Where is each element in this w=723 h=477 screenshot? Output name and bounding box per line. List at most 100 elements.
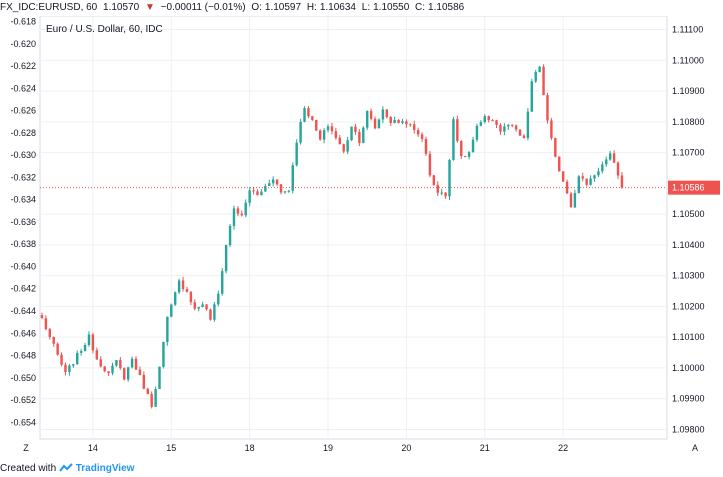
candle-body — [138, 369, 142, 375]
candle-body — [522, 135, 526, 138]
right-axis-tick-label: 1.11000 — [672, 55, 704, 65]
candle-body — [334, 131, 338, 138]
candle-body — [279, 184, 283, 193]
candlestick-chart[interactable]: 1.11100 1.11000 1.10900 1.10800 1.10700 1.105… — [0, 16, 723, 456]
candle-body — [491, 120, 494, 122]
candle-body — [397, 119, 400, 124]
candle-body — [448, 159, 451, 197]
price-change: −0.00011 (−0.01%) — [160, 2, 246, 13]
candle-body — [510, 124, 514, 126]
footer: Created with TradingView — [0, 460, 723, 477]
candle-body — [483, 116, 486, 123]
x-axis-tick-label: 14 — [88, 443, 98, 453]
candle-body — [413, 124, 416, 131]
right-axis-tick-label: 1.09800 — [672, 424, 705, 434]
candle-body — [221, 271, 224, 294]
candle-body — [558, 156, 561, 172]
candle-body — [577, 176, 581, 194]
candle-body — [119, 360, 122, 369]
candle-body — [107, 371, 110, 374]
candle-body — [56, 343, 59, 355]
candle-body — [193, 302, 197, 309]
x-axis-tick-label: 21 — [480, 443, 490, 453]
candle-body — [499, 124, 502, 132]
candle-body — [322, 130, 326, 140]
left-axis-tick-label: -0.642 — [10, 284, 36, 294]
low-value: 1.10550 — [373, 2, 410, 13]
candle-body — [201, 304, 204, 308]
chart-frame[interactable]: 1.11100 1.11000 1.10900 1.10800 1.10700 1.105… — [0, 16, 723, 456]
candle-body — [460, 140, 463, 157]
left-axis-tick-label: -0.648 — [10, 351, 36, 361]
candle-body — [514, 125, 518, 130]
last-price-label: 1.10586 — [672, 183, 705, 193]
candle-body — [76, 352, 79, 365]
x-axis-tick-label: 20 — [401, 443, 411, 453]
symbol-label: FX_IDC:EURUSD, 60 — [0, 2, 98, 13]
candle-body — [224, 245, 228, 272]
candle-body — [142, 374, 146, 389]
right-axis-tick-label: 1.10100 — [672, 332, 705, 342]
candle-body — [467, 152, 471, 157]
candle-body — [48, 329, 52, 337]
candle-body — [271, 179, 275, 184]
x-axis-tick-label: 15 — [166, 443, 176, 453]
candle-body — [95, 350, 99, 360]
candle-body — [217, 293, 220, 305]
candle-body — [162, 342, 165, 367]
candle-body — [338, 137, 341, 145]
plot-border — [39, 16, 668, 440]
candle-body — [68, 365, 71, 373]
candle-body — [463, 156, 467, 158]
candle-body — [605, 159, 608, 165]
candle-body — [385, 109, 389, 118]
left-axis-tick-label: -0.632 — [10, 172, 36, 182]
candle-body — [252, 190, 255, 192]
candle-body — [350, 126, 353, 141]
grid-layer — [39, 16, 668, 440]
candle-body — [369, 111, 373, 119]
candle-body — [228, 226, 232, 246]
left-axis-tick-label: -0.624 — [10, 83, 36, 93]
left-axis-tick-label: -0.626 — [10, 106, 36, 116]
candle-body — [420, 134, 424, 140]
left-axis-tick-label: -0.644 — [10, 306, 36, 316]
candle-body — [177, 280, 181, 293]
candle-body — [530, 81, 534, 112]
tradingview-brand[interactable]: TradingView — [75, 463, 135, 474]
candle-body — [130, 358, 134, 368]
candle-body — [409, 124, 412, 126]
candle-body — [146, 388, 149, 394]
candle-body — [311, 116, 314, 120]
candle-body — [581, 176, 584, 179]
candle-body — [291, 165, 294, 191]
candle-body — [44, 318, 48, 330]
candle-body — [295, 142, 298, 166]
left-axis-tick-label: -0.628 — [10, 128, 36, 138]
low-label: L: — [361, 2, 371, 13]
x-axis-tick-label: 19 — [323, 443, 333, 453]
candle-body — [209, 309, 212, 320]
candle-body — [593, 175, 596, 179]
open-value: 1.10597 — [264, 2, 302, 13]
right-axis-tick-label: 1.10500 — [672, 209, 705, 219]
candle-body — [401, 121, 404, 124]
candle-body — [240, 213, 244, 216]
candle-body — [123, 368, 126, 380]
right-axis-tick-label: 1.10300 — [672, 271, 705, 281]
close-value: 1.10586 — [428, 2, 465, 13]
axis-layer: 1.11100 1.11000 1.10900 1.10800 1.10700 1.105… — [10, 17, 720, 453]
candle-body — [585, 178, 588, 185]
candle-body — [601, 164, 604, 172]
candle-body — [87, 334, 91, 346]
candle-body — [103, 366, 106, 372]
candle-body — [538, 66, 541, 72]
candle-body — [170, 304, 173, 317]
candle-body — [608, 153, 612, 160]
candle-body — [260, 191, 263, 196]
candle-body — [358, 131, 361, 144]
candle-body — [205, 304, 208, 310]
candle-body — [283, 191, 287, 193]
x-axis-tick-label: 22 — [558, 443, 568, 453]
candle-body — [60, 354, 63, 365]
